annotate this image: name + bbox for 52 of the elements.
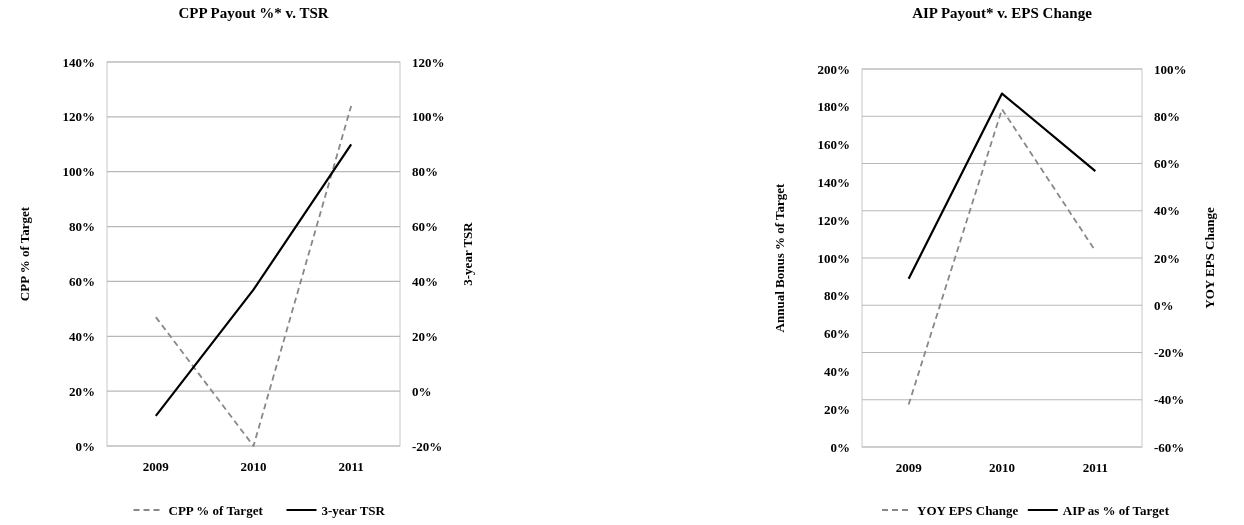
y-tick-label: 40% [824,363,850,379]
y-axis-title: Annual Bonus % of Target [772,182,787,333]
y2-tick-label: -20% [412,438,443,454]
y-tick-label: 20% [824,401,850,417]
y2-tick-label: 60% [1154,156,1180,172]
y-tick-label: 80% [824,288,850,304]
x-tick-label: 2011 [338,459,364,474]
x-tick-label: 2009 [895,460,923,475]
y2-tick-label: -40% [1154,392,1185,408]
legend-label: CPP % of Target [168,502,264,518]
y-tick-label: 200% [817,61,850,77]
y2-tick-label: 0% [412,383,432,399]
y2-tick-label: 0% [1154,297,1174,313]
y2-axis-title: YOY EPS Change [1202,207,1217,309]
y2-tick-label: 100% [412,109,445,125]
y2-tick-label: -60% [1154,439,1185,455]
y-tick-label: 120% [62,109,95,125]
y-tick-label: 140% [817,174,850,190]
y-tick-label: 0% [830,439,850,455]
y-tick-label: 80% [69,219,95,235]
y2-tick-label: 40% [412,273,438,289]
y2-tick-label: 80% [1154,108,1180,124]
x-tick-label: 2009 [142,459,170,474]
legend-label: AIP as % of Target [1062,502,1170,518]
x-tick-label: 2011 [1082,460,1108,475]
legend-label: 3-year TSR [321,502,386,518]
y-tick-label: 100% [62,164,95,180]
y2-tick-label: -20% [1154,345,1185,361]
x-tick-label: 2010 [240,459,267,474]
y-tick-label: 20% [69,383,95,399]
chart-title: AIP Payout* v. EPS Change [912,5,1093,21]
y2-tick-label: 20% [412,328,438,344]
y-tick-label: 40% [69,328,95,344]
y-tick-label: 180% [817,99,850,115]
y2-tick-label: 40% [1154,203,1180,219]
y2-tick-label: 20% [1154,250,1180,266]
y-tick-label: 160% [817,137,850,153]
y-tick-label: 0% [75,438,95,454]
y2-tick-label: 120% [412,54,445,70]
y-tick-label: 100% [817,250,850,266]
y-tick-label: 60% [69,273,95,289]
y-axis-title: CPP % of Target [17,206,32,302]
x-tick-label: 2010 [989,460,1015,475]
y2-tick-label: 60% [412,219,438,235]
y-tick-label: 140% [62,54,95,70]
y2-tick-label: 80% [412,164,438,180]
legend-label: YOY EPS Change [917,502,1019,518]
chart-title: CPP Payout %* v. TSR [178,5,329,21]
y2-tick-label: 100% [1154,61,1187,77]
y-tick-label: 60% [824,326,850,342]
y2-axis-title: 3-year TSR [460,221,475,286]
y-tick-label: 120% [817,212,850,228]
